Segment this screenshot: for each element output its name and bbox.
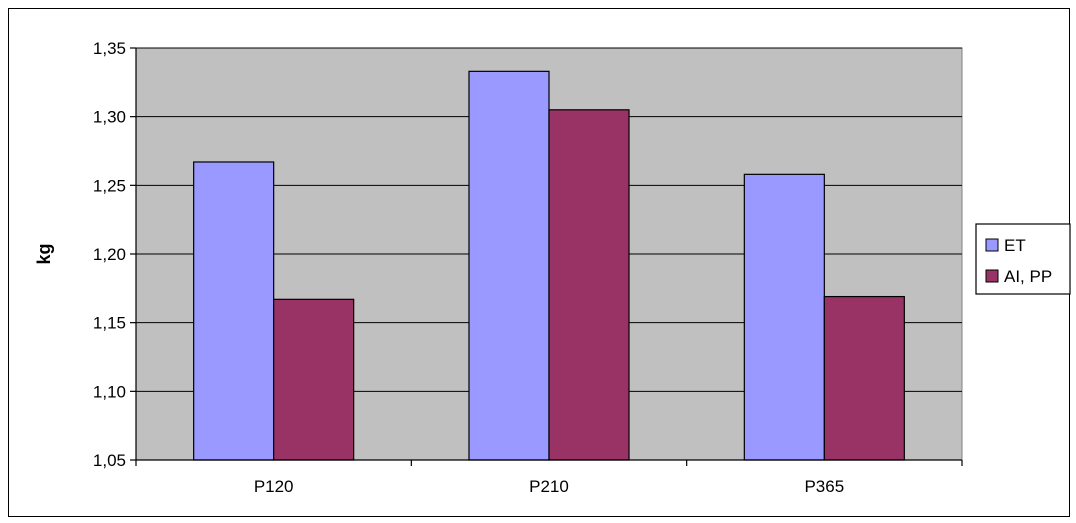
x-tick-label: P365	[804, 477, 844, 496]
bar-ai-pp-p365	[823, 295, 905, 461]
axes	[130, 47, 963, 466]
x-tick-label: P210	[529, 477, 569, 496]
y-tick-labels: 1,05 1,10 1,15 1,20 1,25 1,30 1,35	[93, 39, 126, 470]
legend-label: ET	[1004, 236, 1026, 255]
legend: ET AI, PP	[975, 223, 1071, 295]
x-tick-label: P120	[254, 477, 294, 496]
x-tick-labels: P120 P210 P365	[254, 477, 844, 496]
bars	[193, 70, 905, 461]
bar-ai-pp-p120	[273, 298, 355, 461]
bar-et-p210	[468, 70, 550, 461]
y-tick-label: 1,30	[93, 108, 126, 127]
y-tick-label: 1,25	[93, 176, 126, 195]
legend-swatch	[985, 238, 999, 252]
bar-et-p365	[743, 173, 825, 461]
bar-ai-pp-p210	[548, 109, 630, 461]
y-tick-label: 1,20	[93, 245, 126, 264]
y-tick-label: 1,15	[93, 314, 126, 333]
legend-swatch	[985, 269, 999, 283]
legend-label: AI, PP	[1004, 267, 1052, 286]
y-tick-label: 1,05	[93, 451, 126, 470]
y-tick-label: 1,35	[93, 39, 126, 58]
y-tick-label: 1,10	[93, 382, 126, 401]
y-axis-title: kg	[34, 243, 54, 264]
bar-et-p120	[193, 161, 275, 461]
